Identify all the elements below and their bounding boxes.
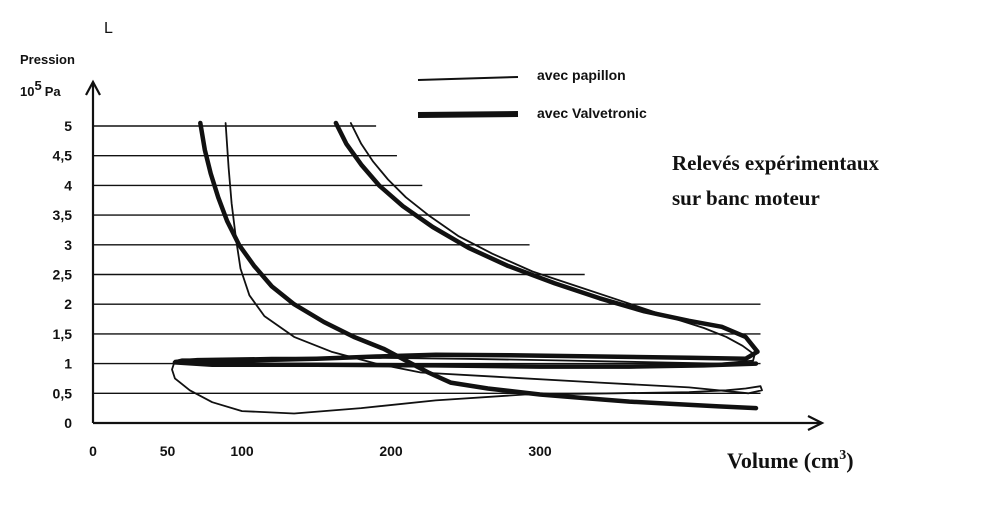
y-tick-label: 2,5: [53, 267, 73, 283]
y-tick-label: 0,5: [53, 385, 73, 401]
legend-label-valvetronic: avec Valvetronic: [537, 105, 647, 121]
x-axis-title-text: Volume (cm: [727, 448, 839, 473]
y-tick-label: 3: [64, 237, 72, 253]
x-tick-label: 50: [160, 443, 176, 459]
x-axis-title-close: ): [846, 448, 853, 473]
y-tick-label: 1,5: [53, 326, 73, 342]
x-axis-title-exponent: 3: [839, 448, 846, 463]
y-axis-unit-base: 10: [20, 84, 34, 99]
legend-swatch-papillon: [417, 76, 519, 81]
y-tick-label: 2: [64, 296, 72, 312]
valvetronic-curve-1: [198, 120, 759, 411]
legend: avec papillon avec Valvetronic: [417, 67, 647, 121]
corner-mark: L: [104, 20, 113, 37]
annotation-line-1: Relevés expérimentaux: [672, 151, 880, 175]
legend-label-papillon: avec papillon: [537, 67, 626, 83]
y-axis-unit: 105 Pa: [20, 78, 61, 99]
y-tick-label: 0: [64, 415, 72, 431]
y-axis-unit-name: Pa: [45, 84, 62, 99]
x-axis-arrow: [807, 415, 825, 431]
y-axis-title: Pression: [20, 52, 75, 67]
y-tick-label: 4,5: [53, 148, 73, 164]
y-tick-label: 5: [64, 118, 72, 134]
curves: [171, 120, 763, 415]
axes: [85, 79, 825, 431]
y-axis-arrow: [85, 79, 101, 96]
valvetronic-curve-0: [172, 120, 760, 369]
x-axis-title: Volume (cm3): [727, 448, 854, 473]
tick-labels: 00,511,522,533,544,550 50 100 200 300: [53, 118, 552, 459]
x-tick-label: 200: [379, 443, 403, 459]
y-tick-label: 3,5: [53, 207, 73, 223]
y-axis-unit-exponent: 5: [34, 78, 41, 93]
x-tick-label: 300: [528, 443, 552, 459]
y-tick-label: 1: [64, 356, 72, 372]
x-tick-label: 0: [89, 443, 97, 459]
annotation-line-2: sur banc moteur: [672, 186, 820, 210]
legend-swatch-valvetronic: [417, 111, 519, 118]
x-tick-label: 100: [230, 443, 254, 459]
y-tick-label: 4: [64, 177, 72, 193]
